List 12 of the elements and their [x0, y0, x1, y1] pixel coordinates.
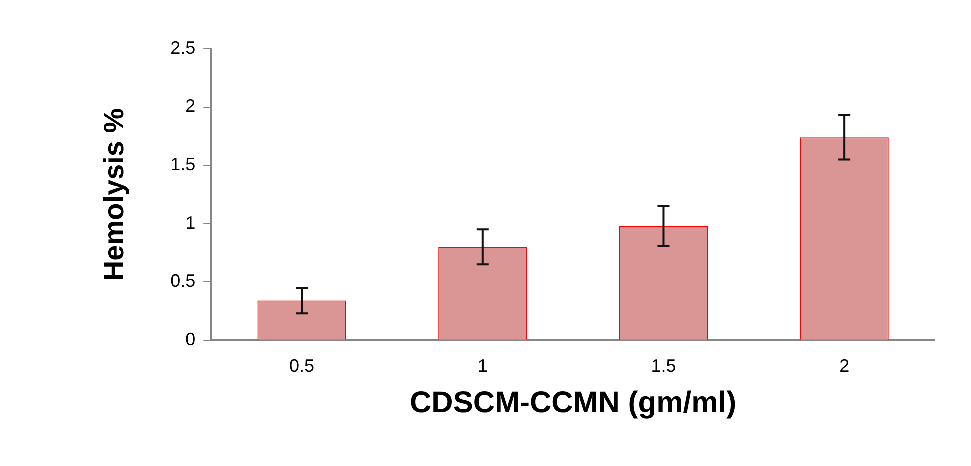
y-tick-label: 0 — [186, 329, 196, 350]
x-tick-label: 1 — [478, 356, 488, 376]
y-tick-label: 1 — [186, 212, 196, 233]
y-tick-label: 2.5 — [170, 38, 196, 58]
x-axis-title: CDSCM-CCMN (gm/ml) — [410, 386, 737, 420]
x-tick-label: 0.5 — [290, 356, 315, 376]
y-tick-label: 2 — [186, 96, 196, 116]
y-tick-label: 0.5 — [170, 271, 196, 292]
x-tick-label: 2 — [840, 356, 850, 376]
y-axis-title: Hemolysis % — [98, 108, 130, 282]
y-tick-label: 1.5 — [170, 154, 196, 175]
x-tick-label: 1.5 — [651, 356, 676, 376]
